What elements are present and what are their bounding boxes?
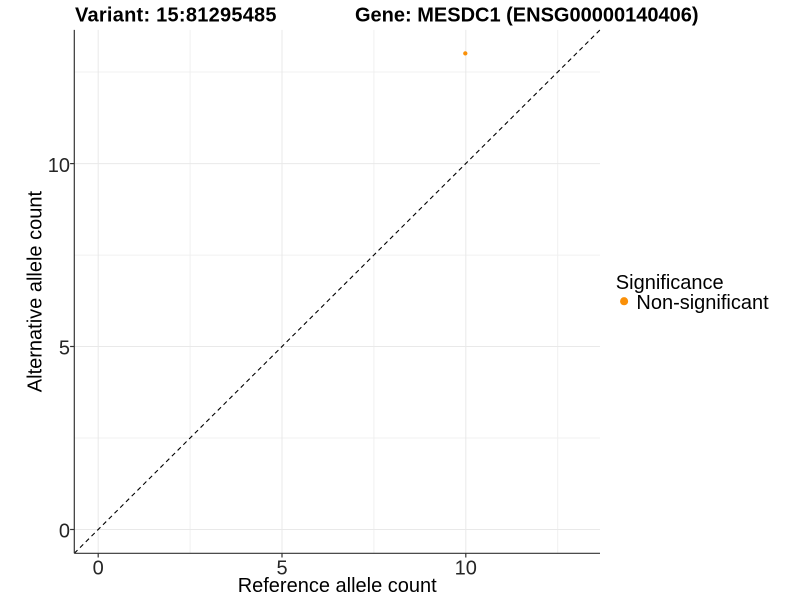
svg-text:10: 10: [48, 155, 70, 177]
svg-text:Significance: Significance: [616, 272, 724, 294]
svg-text:5: 5: [276, 558, 287, 580]
svg-text:5: 5: [59, 338, 70, 360]
svg-text:Non-significant: Non-significant: [636, 292, 769, 314]
svg-text:0: 0: [59, 521, 70, 543]
svg-text:10: 10: [455, 558, 477, 580]
svg-text:Gene: MESDC1 (ENSG00000140406): Gene: MESDC1 (ENSG00000140406): [355, 5, 699, 27]
svg-text:0: 0: [93, 558, 104, 580]
svg-text:Alternative allele count: Alternative allele count: [25, 191, 47, 393]
svg-text:Reference allele count: Reference allele count: [238, 575, 437, 597]
svg-text:Variant: 15:81295485: Variant: 15:81295485: [75, 5, 277, 27]
